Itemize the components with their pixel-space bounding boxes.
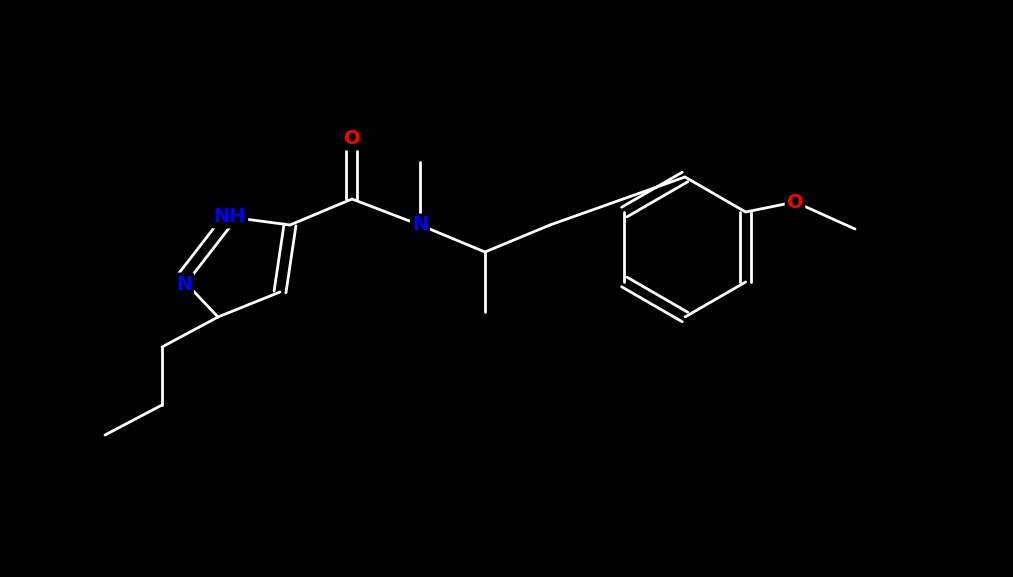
Text: O: O [343, 129, 361, 148]
Text: O: O [787, 193, 803, 212]
Text: NH: NH [214, 208, 246, 227]
Text: N: N [176, 275, 192, 294]
Text: N: N [412, 215, 428, 234]
